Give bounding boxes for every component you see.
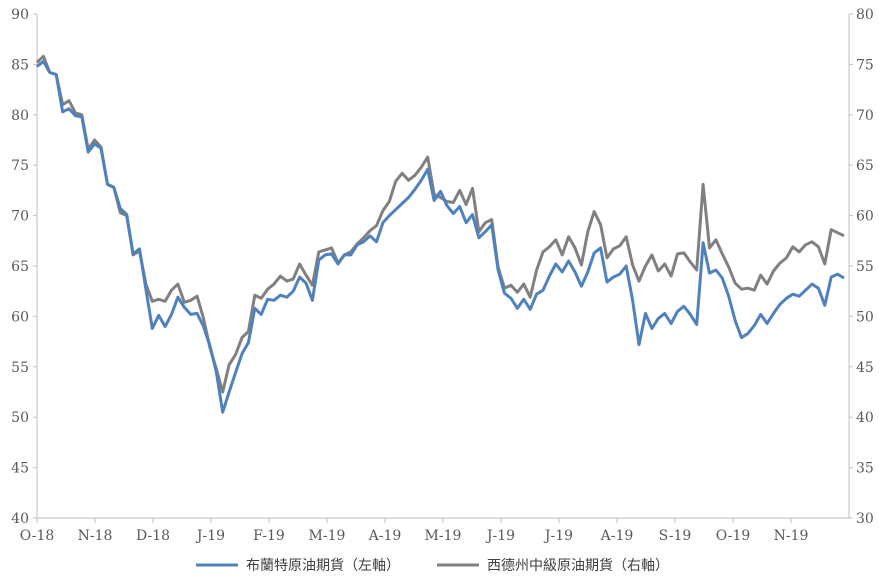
brent-series-line [36, 59, 845, 414]
legend-label-brent: 布蘭特原油期貨（左軸） [246, 557, 400, 574]
x-tick-label: A-19 [600, 528, 634, 544]
x-tick-label: A-19 [368, 528, 402, 544]
x-tick-label: N-19 [774, 528, 809, 544]
left-tick-label: 85 [11, 57, 29, 73]
right-axis-ticks: 30 35 40 45 50 55 60 65 70 75 80 [849, 7, 874, 527]
x-tick-label: M-19 [309, 528, 346, 544]
legend: 布蘭特原油期貨（左軸） 西德州中級原油期貨（右軸） [196, 557, 669, 574]
left-tick-label: 65 [11, 259, 29, 275]
x-tick-label: D-18 [136, 528, 170, 544]
left-tick-label: 55 [11, 360, 29, 376]
x-tick-label: J-19 [485, 528, 515, 544]
right-tick-label: 40 [856, 410, 874, 426]
x-tick-label: S-19 [659, 528, 692, 544]
right-tick-label: 70 [856, 108, 874, 124]
wti-series-line [35, 54, 845, 394]
right-tick-label: 75 [856, 57, 874, 73]
x-axis-ticks: O-18 N-18 D-18 J-19 F-19 M-19 A-19 M-19 J-19 J-19… [20, 518, 809, 544]
x-tick-label: M-19 [425, 528, 462, 544]
left-tick-label: 75 [11, 158, 29, 174]
right-tick-label: 30 [856, 511, 874, 527]
right-tick-label: 55 [856, 259, 874, 275]
right-tick-label: 35 [856, 461, 874, 477]
x-tick-label: N-18 [78, 528, 113, 544]
left-tick-label: 70 [11, 209, 29, 225]
left-tick-label: 60 [11, 309, 29, 325]
left-tick-label: 40 [11, 511, 29, 527]
left-tick-label: 80 [11, 108, 29, 124]
right-tick-label: 45 [856, 360, 874, 376]
series-lines [35, 54, 845, 414]
right-tick-label: 65 [856, 158, 874, 174]
x-tick-label: F-19 [253, 528, 285, 544]
right-tick-label: 50 [856, 309, 874, 325]
x-tick-label: O-18 [20, 528, 55, 544]
right-tick-label: 80 [856, 7, 874, 23]
left-tick-label: 90 [11, 7, 29, 23]
right-tick-label: 60 [856, 209, 874, 225]
x-tick-label: J-19 [543, 528, 573, 544]
x-tick-label: O-19 [716, 528, 751, 544]
left-tick-label: 45 [11, 461, 29, 477]
legend-label-wti: 西德州中級原油期貨（右軸） [487, 557, 669, 574]
left-axis-ticks: 40 45 50 55 60 65 70 75 80 85 90 [11, 7, 37, 527]
x-tick-label: J-19 [195, 528, 225, 544]
left-tick-label: 50 [11, 410, 29, 426]
